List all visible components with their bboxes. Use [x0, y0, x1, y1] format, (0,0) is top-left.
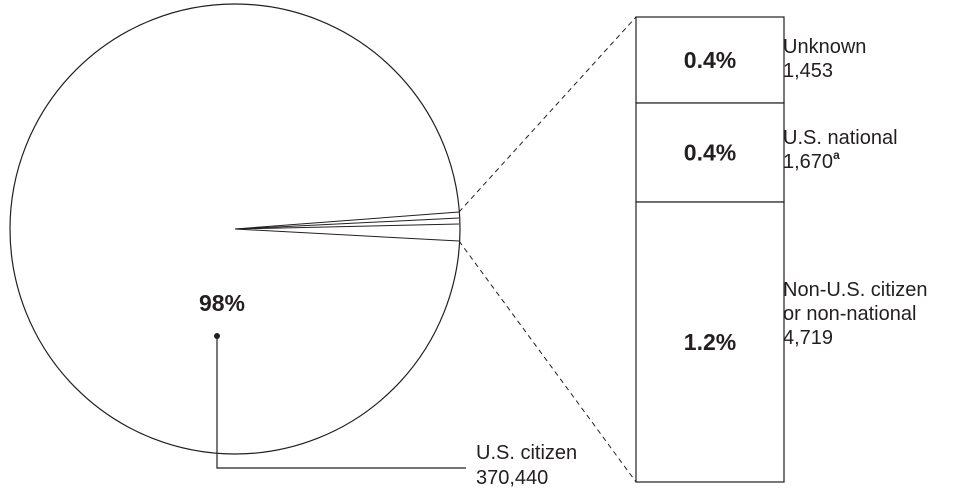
breakout-segment: [635, 201, 785, 483]
connector-line-top: [458, 16, 637, 213]
breakout-category-label: 4,719: [783, 327, 833, 349]
slice-boundary-national-noncitizen: [234, 223, 460, 230]
breakout-category-label: 1,670a: [783, 148, 840, 173]
breakout-percent-label: 0.4%: [684, 140, 736, 166]
breakout-category-label: Unknown: [783, 36, 866, 58]
breakout-category-label: 1,453: [783, 60, 833, 82]
breakout-category-label: or non-national: [783, 303, 916, 325]
slice-boundary-unknown-national: [234, 217, 460, 230]
footnote-marker: a: [833, 148, 840, 162]
breakout-category-label: U.S. national: [783, 127, 898, 149]
pie-percent-label: 98%: [199, 290, 245, 316]
pie-category-label: U.S. citizen: [476, 442, 577, 464]
breakout-percent-label: 1.2%: [684, 329, 736, 355]
breakout-category-label: Non-U.S. citizen: [783, 279, 928, 301]
slice-boundary-noncitizen-bottom: [234, 228, 460, 242]
slice-boundary-unknown-top: [234, 211, 460, 230]
breakout-segment: [635, 102, 785, 203]
leader-line: [216, 336, 466, 469]
connector-line-bottom: [458, 240, 637, 483]
breakout-percent-label: 0.4%: [684, 47, 736, 73]
breakout-segment: [635, 16, 785, 104]
pie-count-label: 370,440: [476, 467, 548, 489]
